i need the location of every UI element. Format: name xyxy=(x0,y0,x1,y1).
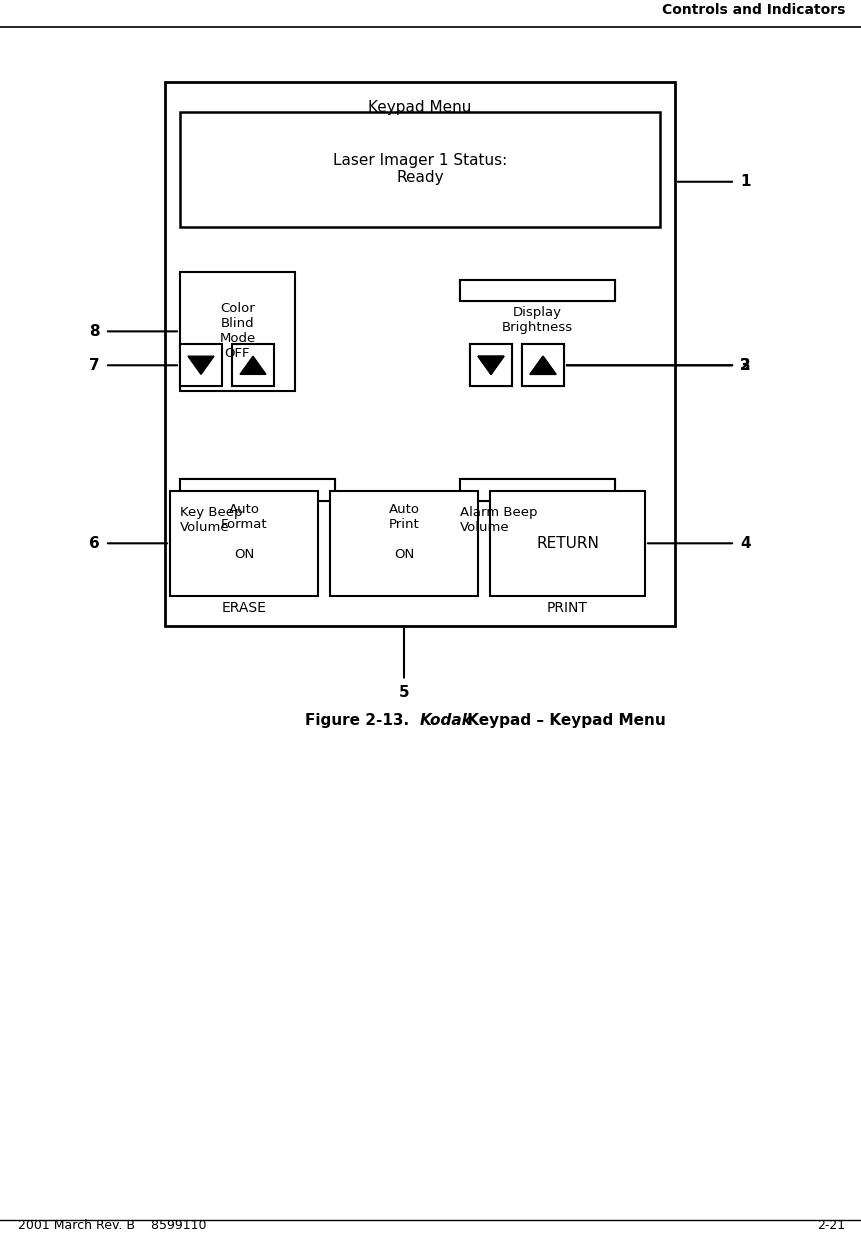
Text: Display
Brightness: Display Brightness xyxy=(501,306,573,335)
FancyBboxPatch shape xyxy=(460,479,614,501)
Text: 2001 March Rev. B    8599110: 2001 March Rev. B 8599110 xyxy=(18,1219,207,1232)
Text: Keypad Menu: Keypad Menu xyxy=(368,100,471,114)
Text: Laser Imager 1 Status:
Ready: Laser Imager 1 Status: Ready xyxy=(332,153,506,185)
Text: 2-21: 2-21 xyxy=(816,1219,844,1232)
FancyBboxPatch shape xyxy=(460,280,614,301)
Text: Key Beep
Volume: Key Beep Volume xyxy=(180,506,242,534)
Text: 1: 1 xyxy=(739,174,750,189)
FancyBboxPatch shape xyxy=(164,82,674,626)
FancyBboxPatch shape xyxy=(180,345,222,386)
FancyBboxPatch shape xyxy=(460,479,530,501)
FancyBboxPatch shape xyxy=(170,491,318,596)
Text: 5: 5 xyxy=(399,685,409,700)
Text: Color
Blind
Mode
OFF: Color Blind Mode OFF xyxy=(219,302,256,361)
Text: 7: 7 xyxy=(90,358,100,373)
Polygon shape xyxy=(530,356,555,374)
FancyBboxPatch shape xyxy=(522,345,563,386)
FancyBboxPatch shape xyxy=(460,280,614,301)
FancyBboxPatch shape xyxy=(180,112,660,226)
Text: 3: 3 xyxy=(739,358,750,373)
Text: Keypad – Keypad Menu: Keypad – Keypad Menu xyxy=(461,713,665,728)
FancyBboxPatch shape xyxy=(489,491,644,596)
Text: Figure 2-13.: Figure 2-13. xyxy=(305,713,419,728)
FancyBboxPatch shape xyxy=(469,345,511,386)
FancyBboxPatch shape xyxy=(180,479,335,501)
Text: PRINT: PRINT xyxy=(547,601,587,615)
Text: RETURN: RETURN xyxy=(536,536,598,551)
FancyBboxPatch shape xyxy=(522,345,563,386)
Text: Auto
Print

ON: Auto Print ON xyxy=(388,503,419,561)
Text: ERASE: ERASE xyxy=(221,601,266,615)
FancyBboxPatch shape xyxy=(180,479,250,501)
FancyBboxPatch shape xyxy=(469,345,511,386)
FancyBboxPatch shape xyxy=(180,271,294,391)
Text: Kodak: Kodak xyxy=(419,713,472,728)
FancyBboxPatch shape xyxy=(330,491,478,596)
FancyBboxPatch shape xyxy=(460,280,530,301)
FancyBboxPatch shape xyxy=(180,479,335,501)
Polygon shape xyxy=(530,356,555,374)
Text: Alarm Beep
Volume: Alarm Beep Volume xyxy=(460,506,537,534)
Polygon shape xyxy=(478,356,504,374)
Text: Auto
Format

ON: Auto Format ON xyxy=(220,503,267,561)
Text: 6: 6 xyxy=(90,536,100,551)
Polygon shape xyxy=(478,356,504,374)
Polygon shape xyxy=(239,356,266,374)
Text: Controls and Indicators: Controls and Indicators xyxy=(661,4,844,17)
Text: 2: 2 xyxy=(739,358,750,373)
Text: 8: 8 xyxy=(90,323,100,338)
FancyBboxPatch shape xyxy=(232,345,274,386)
FancyBboxPatch shape xyxy=(460,479,614,501)
Text: 4: 4 xyxy=(739,536,750,551)
Polygon shape xyxy=(188,356,214,374)
